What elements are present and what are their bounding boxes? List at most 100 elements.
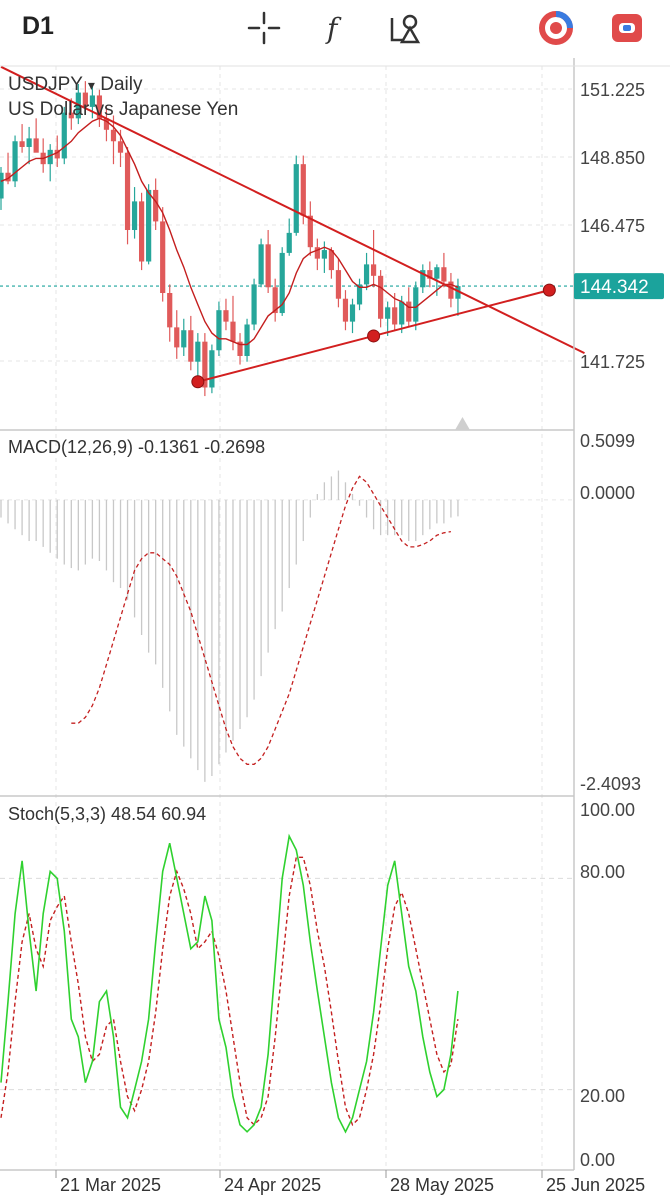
candle-body — [230, 321, 236, 342]
date-tick: 24 Apr 2025 — [224, 1175, 321, 1195]
price-tick: 141.725 — [580, 352, 645, 372]
date-tick: 25 Jun 2025 — [546, 1175, 645, 1195]
scroll-marker-icon[interactable] — [455, 417, 470, 430]
candle-body — [131, 201, 138, 231]
candle-body — [286, 232, 292, 253]
candle-body — [139, 201, 145, 262]
candle-body — [244, 324, 250, 356]
candle-body — [328, 250, 335, 271]
candle-body — [413, 287, 419, 322]
current-price-label: 144.342 — [580, 277, 649, 298]
candle-body — [216, 310, 222, 351]
account-toggle-icon[interactable] — [538, 10, 574, 46]
candlestick-series — [0, 81, 461, 397]
candle-body — [441, 267, 447, 282]
trendline-anchor-point — [191, 375, 205, 389]
candle-body — [335, 270, 342, 299]
chart-area[interactable]: USDJPY ▾ Daily US Dollar vs Japanese Yen… — [0, 58, 670, 1199]
candle-body — [181, 330, 187, 348]
candle-body — [363, 264, 370, 285]
candle-body — [342, 298, 349, 322]
stoch-label: Stoch(5,3,3) 48.54 60.94 — [8, 804, 206, 824]
macd-tick: 0.0000 — [580, 483, 635, 503]
candle-body — [314, 247, 320, 259]
candle-body — [406, 301, 412, 322]
chart-toggle-icon[interactable] — [609, 10, 645, 46]
candle-body — [110, 129, 117, 142]
candle-body — [448, 281, 454, 299]
symbol-description: US Dollar vs Japanese Yen — [8, 99, 238, 120]
candle-body — [89, 95, 95, 107]
candle-body — [265, 244, 271, 288]
candle-body — [188, 330, 194, 362]
candle-body — [378, 275, 384, 319]
candle-body — [349, 304, 356, 322]
candle-body — [61, 112, 67, 159]
candle-body — [300, 164, 306, 216]
trendline-anchor-point — [367, 329, 381, 343]
trendlines[interactable] — [0, 65, 585, 389]
stoch-tick: 0.00 — [580, 1150, 615, 1170]
candle-body — [54, 149, 60, 159]
candle-body — [5, 172, 11, 182]
macd-tick: -2.4093 — [580, 774, 641, 794]
current-price-tag: 144.342 — [574, 273, 664, 300]
moving-average-line — [0, 117, 459, 346]
candle-body — [370, 264, 377, 276]
candle-body — [117, 141, 124, 153]
candle-body — [146, 189, 152, 262]
stoch-tick: 100.00 — [580, 800, 635, 820]
candle-body — [33, 138, 39, 153]
candle-body — [174, 327, 180, 348]
candle-body — [153, 189, 159, 222]
macd-label: MACD(12,26,9) -0.1361 -0.2698 — [8, 437, 265, 457]
candle-body — [455, 286, 461, 299]
candle-body — [251, 284, 257, 325]
candle-body — [434, 267, 440, 279]
candle-body — [272, 287, 278, 314]
symbol-label[interactable]: USDJPY ▾ Daily — [8, 74, 143, 95]
candle-body — [258, 244, 264, 285]
candle-body — [293, 164, 299, 233]
candle-body — [103, 118, 110, 130]
candle-body — [202, 341, 208, 388]
candle-body — [223, 310, 229, 322]
candle-body — [47, 149, 53, 165]
svg-text:f: f — [325, 12, 342, 45]
candle-body — [96, 95, 103, 119]
candle-body — [321, 250, 327, 259]
timeframe-selector[interactable]: D1 — [22, 12, 54, 40]
candle-body — [399, 301, 405, 325]
candle-body — [420, 270, 426, 288]
candle-body — [385, 307, 391, 319]
candle-body — [0, 172, 4, 199]
candle-body — [167, 293, 173, 328]
candle-body — [124, 152, 131, 231]
indicator-objects-icon[interactable] — [388, 10, 424, 46]
candle-body — [279, 252, 285, 314]
candle-body — [82, 92, 88, 107]
candle-body — [26, 138, 32, 147]
candle-body — [12, 141, 18, 182]
crosshair-icon[interactable] — [246, 10, 282, 46]
candle-body — [392, 307, 398, 325]
candle-body — [307, 215, 313, 248]
price-tick: 148.850 — [580, 148, 645, 168]
price-tick: 151.225 — [580, 80, 645, 100]
candle-body — [209, 350, 215, 388]
stoch-tick: 20.00 — [580, 1086, 625, 1106]
top-toolbar: D1 f — [0, 0, 670, 58]
grid-lines — [0, 66, 574, 1170]
stoch-k-line — [0, 833, 459, 1134]
date-tick: 21 Mar 2025 — [60, 1175, 161, 1195]
price-tick: 146.475 — [580, 216, 645, 236]
trendline-anchor-point — [542, 283, 556, 297]
macd-signal-line — [71, 475, 452, 765]
candle-body — [237, 341, 243, 356]
candle-body — [68, 112, 74, 119]
candle-body — [427, 270, 433, 279]
function-icon[interactable]: f — [318, 10, 354, 46]
candle-body — [160, 221, 166, 293]
macd-histogram — [0, 470, 459, 782]
candle-body — [356, 284, 363, 305]
